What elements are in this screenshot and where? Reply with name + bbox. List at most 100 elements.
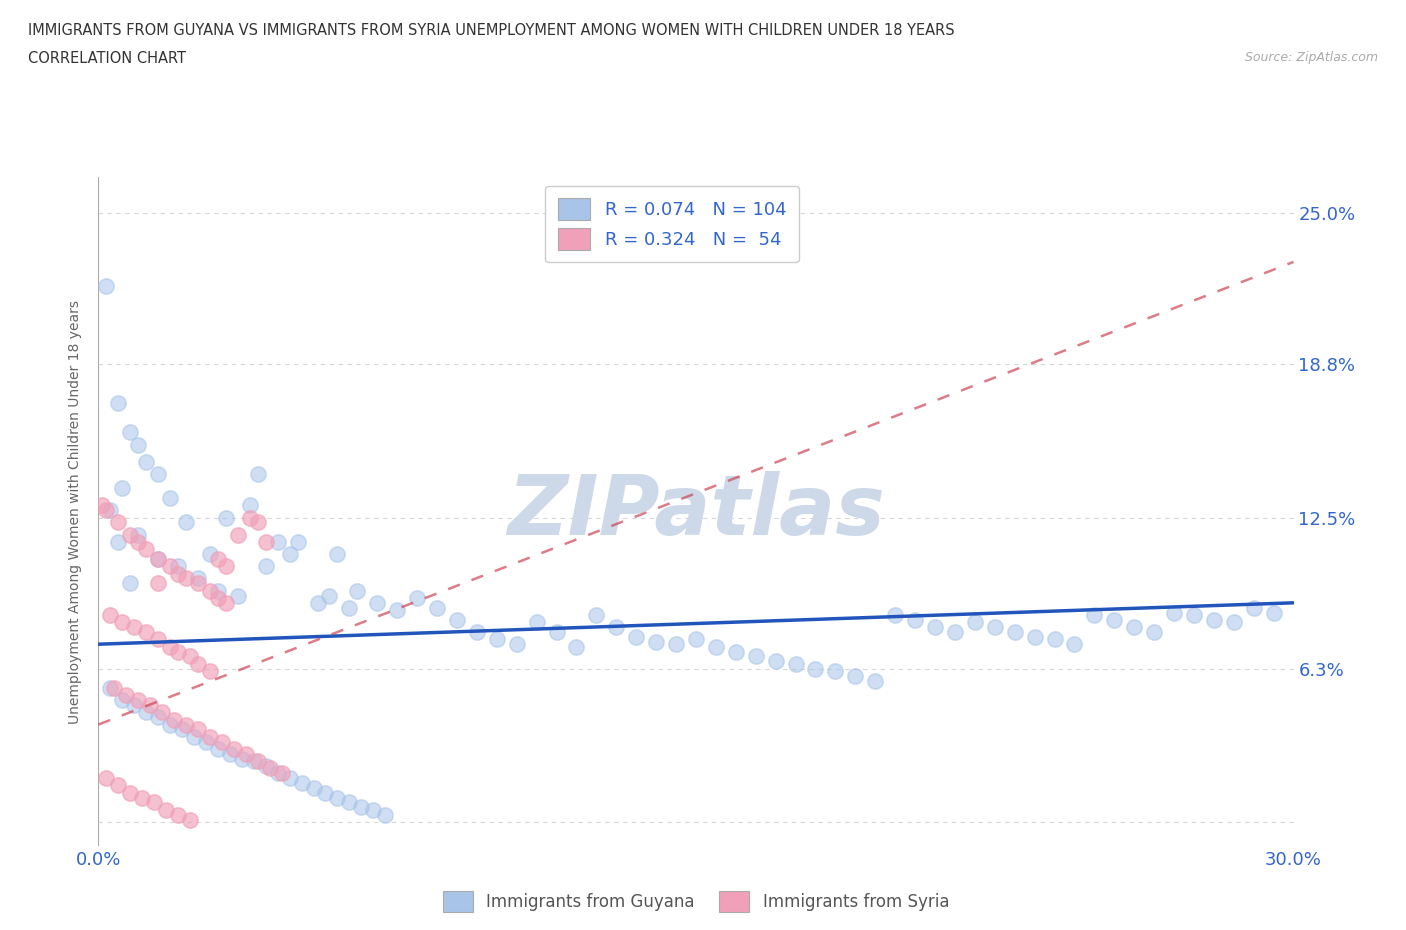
Point: [526, 615, 548, 630]
Point: [307, 595, 329, 610]
Point: [187, 576, 209, 591]
Point: [267, 765, 290, 780]
Point: [167, 559, 190, 574]
Point: [174, 515, 197, 530]
Point: [148, 710, 170, 724]
Point: [246, 515, 269, 530]
Point: [207, 551, 229, 566]
Point: [339, 600, 360, 615]
Point: [127, 437, 149, 452]
Point: [685, 631, 707, 646]
Point: [174, 717, 197, 732]
Point: [315, 785, 337, 800]
Point: [167, 566, 190, 581]
Point: [546, 625, 568, 640]
Point: [346, 583, 368, 598]
Point: [665, 637, 688, 652]
Point: [226, 588, 249, 603]
Point: [211, 734, 233, 749]
Point: [111, 481, 134, 496]
Point: [207, 583, 229, 598]
Point: [1182, 607, 1205, 622]
Point: [198, 583, 221, 598]
Point: [270, 765, 292, 780]
Point: [385, 603, 409, 618]
Point: [745, 649, 768, 664]
Point: [239, 498, 262, 512]
Point: [246, 753, 269, 768]
Point: [96, 503, 118, 518]
Point: [135, 454, 157, 469]
Point: [804, 661, 827, 676]
Point: [159, 717, 181, 732]
Point: [506, 637, 529, 652]
Point: [107, 535, 129, 550]
Point: [904, 613, 927, 628]
Point: [135, 705, 157, 720]
Point: [219, 747, 242, 762]
Point: [765, 654, 787, 669]
Point: [195, 734, 218, 749]
Text: CORRELATION CHART: CORRELATION CHART: [28, 51, 186, 66]
Point: [645, 634, 668, 649]
Text: IMMIGRANTS FROM GUYANA VS IMMIGRANTS FROM SYRIA UNEMPLOYMENT AMONG WOMEN WITH CH: IMMIGRANTS FROM GUYANA VS IMMIGRANTS FRO…: [28, 23, 955, 38]
Point: [127, 535, 149, 550]
Point: [363, 803, 385, 817]
Text: ZIPatlas: ZIPatlas: [508, 471, 884, 552]
Point: [844, 669, 866, 684]
Point: [326, 547, 349, 562]
Point: [179, 812, 201, 827]
Point: [1243, 600, 1265, 615]
Point: [148, 551, 170, 566]
Point: [198, 663, 221, 678]
Point: [605, 619, 627, 634]
Point: [159, 491, 181, 506]
Point: [1102, 613, 1125, 628]
Point: [485, 631, 508, 646]
Point: [124, 698, 146, 712]
Point: [100, 503, 122, 518]
Point: [406, 591, 429, 605]
Point: [167, 807, 190, 822]
Point: [254, 759, 277, 774]
Point: [124, 619, 146, 634]
Point: [187, 571, 209, 586]
Point: [339, 795, 360, 810]
Point: [984, 619, 1007, 634]
Point: [198, 729, 221, 744]
Point: [215, 595, 238, 610]
Point: [111, 615, 134, 630]
Point: [243, 753, 266, 768]
Point: [1043, 631, 1066, 646]
Point: [96, 279, 118, 294]
Point: [963, 615, 986, 630]
Point: [163, 712, 186, 727]
Point: [103, 681, 125, 696]
Point: [235, 747, 257, 762]
Point: [1143, 625, 1166, 640]
Point: [1202, 613, 1225, 628]
Point: [179, 649, 201, 664]
Point: [183, 729, 205, 744]
Point: [302, 780, 325, 795]
Point: [172, 722, 194, 737]
Point: [207, 591, 229, 605]
Point: [724, 644, 747, 659]
Point: [350, 800, 373, 815]
Point: [426, 600, 449, 615]
Point: [159, 559, 181, 574]
Point: [96, 771, 118, 786]
Point: [1222, 615, 1246, 630]
Point: [924, 619, 946, 634]
Point: [187, 657, 209, 671]
Point: [278, 771, 301, 786]
Point: [135, 625, 157, 640]
Point: [366, 595, 388, 610]
Point: [278, 547, 301, 562]
Point: [446, 613, 468, 628]
Y-axis label: Unemployment Among Women with Children Under 18 years: Unemployment Among Women with Children U…: [69, 299, 83, 724]
Point: [704, 639, 727, 654]
Point: [287, 535, 309, 550]
Point: [155, 803, 177, 817]
Point: [1024, 630, 1046, 644]
